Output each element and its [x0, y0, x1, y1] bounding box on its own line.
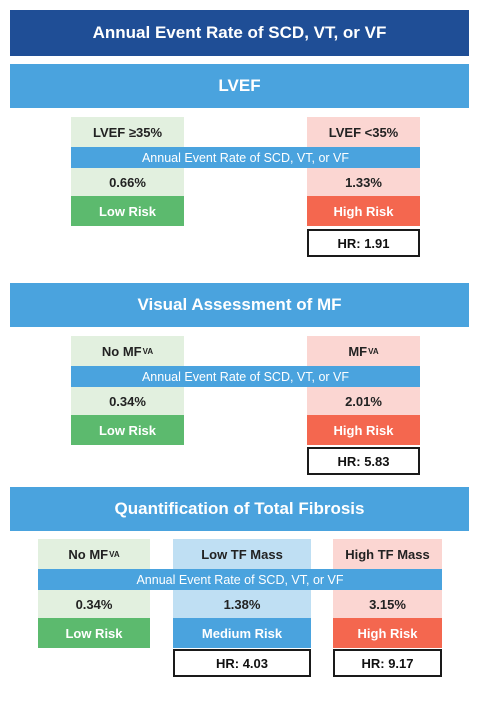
event-rate-value: 2.01%: [307, 387, 420, 415]
risk-badge-high: High Risk: [333, 618, 442, 648]
event-rate-strip: Annual Event Rate of SCD, VT, or VF: [71, 147, 420, 168]
event-rate-value: 0.34%: [38, 590, 150, 618]
figure-title: Annual Event Rate of SCD, VT, or VF: [10, 10, 469, 56]
risk-badge-high: High Risk: [307, 415, 420, 445]
event-rate-value: 1.38%: [173, 590, 311, 618]
hazard-ratio-box: HR: 9.17: [333, 649, 442, 677]
section-heading-lvef: LVEF: [10, 64, 469, 108]
event-rate-value: 0.34%: [71, 387, 184, 415]
event-rate-value: 1.33%: [307, 168, 420, 196]
hazard-ratio-box: HR: 1.91: [307, 229, 420, 257]
risk-badge-low: Low Risk: [71, 415, 184, 445]
risk-badge-high: High Risk: [307, 196, 420, 226]
event-rate-strip: Annual Event Rate of SCD, VT, or VF: [71, 366, 420, 387]
section-heading-visual-mf: Visual Assessment of MF: [10, 283, 469, 327]
group-label-high-tf-mass: High TF Mass: [333, 539, 442, 569]
group-label-lvef-low: LVEF <35%: [307, 117, 420, 147]
group-label-no-mf: No MF VA: [71, 336, 184, 366]
risk-badge-low: Low Risk: [71, 196, 184, 226]
event-rate-strip: Annual Event Rate of SCD, VT, or VF: [38, 569, 442, 590]
risk-badge-low: Low Risk: [38, 618, 150, 648]
group-label-mf: MF VA: [307, 336, 420, 366]
hazard-ratio-box: HR: 4.03: [173, 649, 311, 677]
risk-badge-medium: Medium Risk: [173, 618, 311, 648]
group-label-low-tf-mass: Low TF Mass: [173, 539, 311, 569]
hazard-ratio-box: HR: 5.83: [307, 447, 420, 475]
section-heading-total-fibrosis: Quantification of Total Fibrosis: [10, 487, 469, 531]
event-rate-value: 0.66%: [71, 168, 184, 196]
event-rate-value: 3.15%: [333, 590, 442, 618]
group-label-lvef-high: LVEF ≥35%: [71, 117, 184, 147]
group-label-no-mf: No MF VA: [38, 539, 150, 569]
